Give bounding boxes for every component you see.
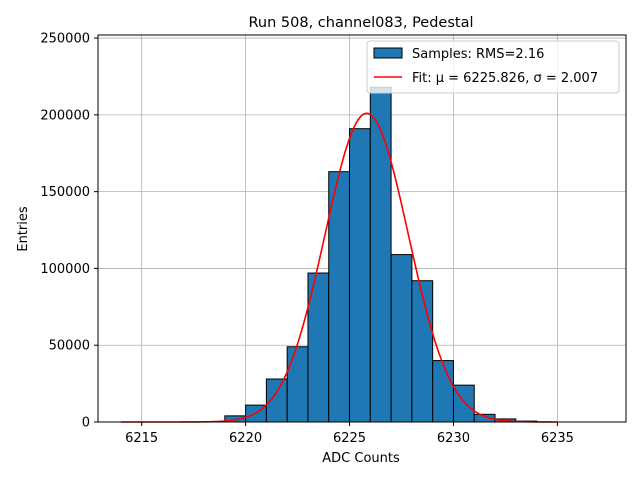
x-axis-ticks: 6215 6220 6225 6230 6235 [125,422,574,446]
legend-box [366,40,620,94]
x-tick-label: 6220 [229,431,262,446]
histogram-bar [369,86,392,423]
histogram-bar [411,280,434,423]
y-tick-label: 50000 [49,339,90,354]
y-tick-label: 100000 [40,262,90,277]
histogram-bars [224,86,538,423]
y-tick-label: 200000 [40,108,90,123]
legend-samples-label: Samples: RMS=2.16 [412,47,544,62]
y-axis-ticks: 0 50000 100000 150000 200000 250000 [40,32,98,431]
x-tick-label: 6230 [437,431,470,446]
histogram-bar [390,254,413,423]
y-tick-label: 250000 [40,32,90,47]
legend: Samples: RMS=2.16 Fit: μ = 6225.826, σ =… [366,40,620,94]
x-tick-label: 6235 [541,431,574,446]
y-tick-label: 150000 [40,185,90,200]
legend-samples-swatch [373,47,403,59]
chart-title: Run 508, channel083, Pedestal [248,15,473,31]
x-tick-label: 6225 [333,431,366,446]
y-axis-label: Entries [16,206,31,252]
histogram-bar [328,171,351,423]
y-tick-label: 0 [82,416,90,431]
plot-frame [97,34,627,423]
x-tick-label: 6215 [125,431,158,446]
histogram-bar [432,360,454,423]
histogram-bar [286,346,309,423]
histogram-bar [349,128,371,423]
legend-fit-label: Fit: μ = 6225.826, σ = 2.007 [412,71,598,86]
x-axis-label: ADC Counts [322,451,400,466]
